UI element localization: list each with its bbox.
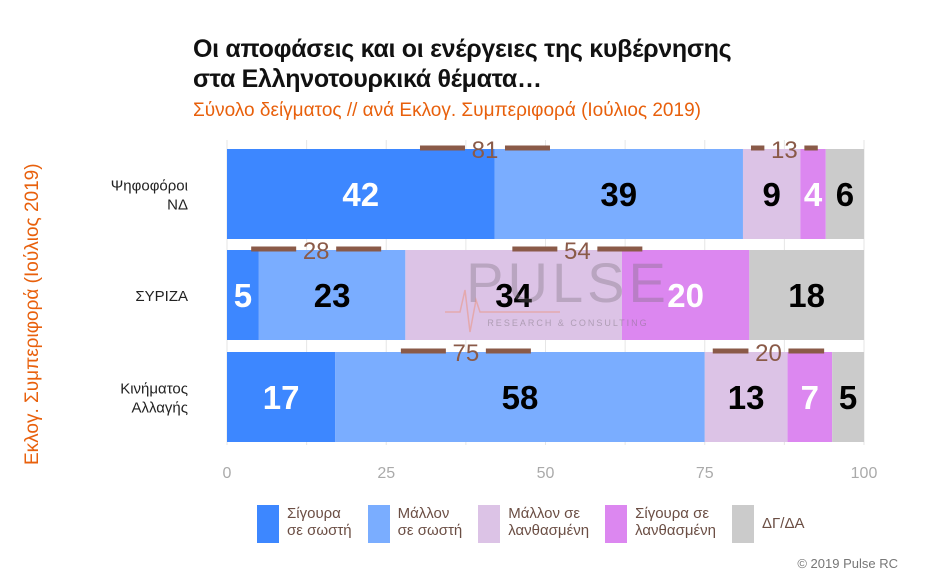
legend-swatch	[367, 505, 390, 543]
x-tick-label: 25	[377, 465, 395, 482]
bar-segment	[227, 352, 336, 442]
legend-swatch	[732, 505, 754, 543]
bar-segment	[335, 352, 705, 442]
category-label: ΝΔ	[167, 197, 188, 214]
legend-item: Σίγουρα σε σωστή	[257, 505, 352, 543]
bar-segment	[742, 149, 801, 239]
data-label: 23	[314, 277, 351, 314]
data-label: 4	[804, 176, 823, 213]
bar-segment	[787, 352, 833, 442]
legend-item: Σίγουρα σε λανθασμένη	[605, 505, 716, 543]
legend-swatch	[257, 505, 279, 543]
category-label: ΣΥΡΙΖΑ	[135, 288, 188, 305]
legend-item: Μάλλον σε σωστή	[367, 505, 463, 543]
title-line-1: Οι αποφάσεις και οι ενέργειες της κυβέρν…	[193, 35, 732, 63]
x-tick-label: 75	[696, 465, 714, 482]
bar-segment	[621, 250, 750, 340]
total-label: 81	[472, 137, 499, 164]
legend-label: Μάλλον σε λανθασμένη	[508, 505, 590, 539]
watermark-logo: PULSE	[466, 251, 670, 314]
watermark-pulse-icon	[445, 289, 560, 333]
total-label: 13	[771, 137, 798, 164]
data-label: 5	[839, 379, 857, 416]
bar-segment	[227, 149, 495, 239]
data-label: 42	[342, 176, 379, 213]
title-line-2: στα Ελληνοτουρκικά θέματα…	[193, 65, 542, 93]
data-label: 9	[762, 176, 780, 213]
data-label: 13	[728, 379, 765, 416]
x-tick-label: 50	[537, 465, 555, 482]
chart-subtitle: Σύνολο δείγματος // ανά Εκλογ. Συμπεριφο…	[193, 100, 701, 121]
legend-item: Μάλλον σε λανθασμένη	[478, 505, 589, 543]
bar-segment	[258, 250, 406, 340]
data-label: 58	[502, 379, 539, 416]
copyright-credit: © 2019 Pulse RC	[797, 556, 898, 571]
bar-segment	[800, 149, 826, 239]
legend-label: Μάλλον σε σωστή	[397, 505, 463, 539]
bar-segment	[227, 250, 259, 340]
bar-segment	[832, 352, 864, 442]
bar-segment	[825, 149, 864, 239]
data-label: 20	[667, 277, 704, 314]
watermark-tagline: RESEARCH & CONSULTING	[487, 318, 648, 328]
data-label: 39	[600, 176, 637, 213]
legend-item: ΔΓ/ΔΑ	[732, 505, 804, 543]
data-label: 17	[263, 379, 300, 416]
data-label: 6	[836, 176, 854, 213]
bar-segment	[494, 149, 743, 239]
legend-label: Σίγουρα σε σωστή	[287, 505, 352, 539]
x-tick-label: 100	[851, 465, 878, 482]
data-label: 34	[495, 277, 532, 314]
legend-label: Σίγουρα σε λανθασμένη	[635, 505, 716, 539]
chart-title: Οι αποφάσεις και οι ενέργειες της κυβέρν…	[193, 34, 732, 94]
data-label: 7	[801, 379, 819, 416]
bar-segment	[704, 352, 788, 442]
legend: Σίγουρα σε σωστή Μάλλον σε σωστή Μάλλον σε…	[257, 505, 810, 543]
category-label: Ψηφοφόροι	[111, 178, 188, 195]
legend-swatch	[478, 505, 501, 543]
legend-swatch	[605, 505, 628, 543]
total-label: 54	[564, 238, 591, 265]
legend-label: ΔΓ/ΔΑ	[762, 515, 805, 532]
total-label: 20	[755, 340, 782, 367]
data-label: 18	[788, 277, 825, 314]
x-tick-label: 0	[223, 465, 232, 482]
category-label: Αλλαγής	[131, 400, 188, 417]
data-label: 5	[234, 277, 252, 314]
category-label: Κινήματος	[120, 381, 188, 398]
total-label: 28	[303, 238, 330, 265]
bar-segment	[405, 250, 622, 340]
total-label: 75	[453, 340, 480, 367]
bar-segment	[749, 250, 864, 340]
